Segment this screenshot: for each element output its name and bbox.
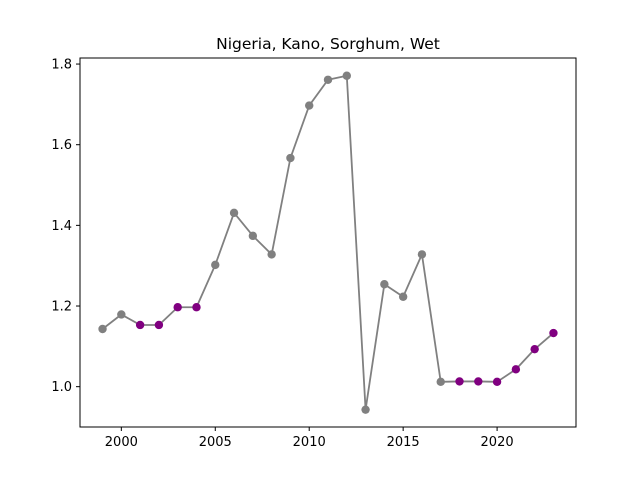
x-tick-label: 2010 (293, 435, 326, 450)
data-point (229, 208, 239, 218)
data-point (211, 260, 220, 270)
y-tick-label: 1.0 (51, 380, 72, 395)
data-point (511, 365, 521, 374)
plot-frame (79, 57, 577, 428)
data-point (549, 328, 558, 338)
data-point (248, 231, 258, 241)
data-point (117, 310, 126, 319)
x-tick-label: 2000 (105, 435, 138, 450)
data-point (342, 71, 351, 80)
data-point (135, 320, 145, 330)
data-point (474, 377, 483, 386)
data-point (267, 250, 276, 259)
y-tick-label: 1.8 (51, 58, 72, 73)
plot-area (80, 58, 576, 427)
data-point (323, 75, 333, 84)
y-tick-label: 1.4 (51, 219, 72, 234)
data-point (417, 250, 427, 259)
x-tick-label: 2020 (481, 435, 514, 450)
data-point (398, 292, 408, 301)
y-tick-label: 1.2 (51, 300, 72, 315)
data-point (286, 153, 295, 163)
data-point (98, 324, 107, 334)
x-axis: 2000 2005 2010 2015 2020 (105, 427, 514, 450)
data-point (492, 377, 502, 387)
series-group (98, 71, 558, 414)
data-point (173, 303, 182, 312)
chart-title: Nigeria, Kano, Sorghum, Wet (216, 35, 440, 53)
y-tick-label: 1.6 (51, 138, 72, 153)
data-point (380, 280, 389, 289)
data-point (305, 101, 314, 110)
data-point (455, 377, 464, 386)
data-point (192, 303, 201, 312)
data-point (436, 377, 445, 387)
x-tick-label: 2005 (199, 435, 232, 450)
data-point (361, 405, 370, 414)
x-tick-label: 2015 (387, 435, 420, 450)
y-axis: 1.0 1.2 1.4 1.6 1.8 (51, 58, 80, 395)
data-point (154, 320, 164, 330)
data-point (530, 344, 539, 354)
